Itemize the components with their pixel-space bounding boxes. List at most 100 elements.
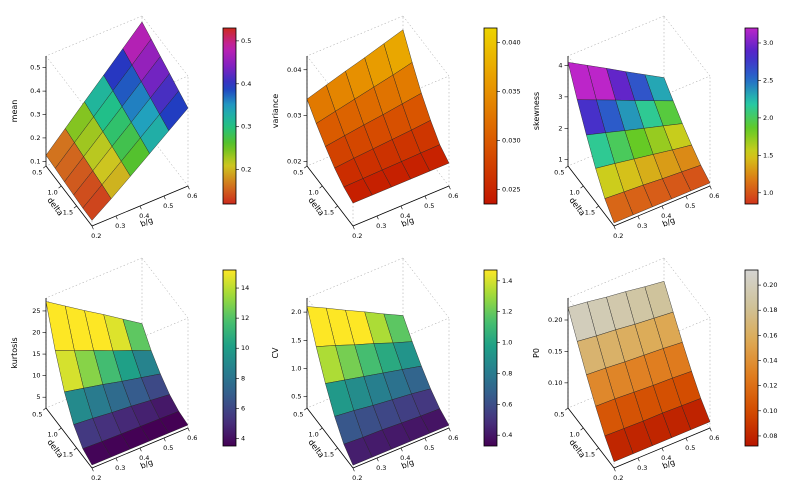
plot-cell-cv: 0.5 1.0 1.5 0.2 0.3 0.4 0.5 0.6 0.5 1.0 1.5 2.0 delt… <box>261 242 522 484</box>
surface-plot-p0: 0.51.01.50.20.30.40.50.60.100.150.20delt… <box>532 257 777 482</box>
axis-text: 0.2 <box>613 232 623 240</box>
surface-plot-variance: 0.51.01.50.20.30.40.50.60.020.030.04delt… <box>271 15 521 240</box>
colorbar-tick-label: 0.3 <box>241 123 251 131</box>
surface-plot-mean: 0.51.01.50.20.30.40.50.60.10.20.30.40.5d… <box>10 15 251 240</box>
axis-text: 0.2 <box>613 474 623 482</box>
colorbar-tick-label: 0.08 <box>763 432 777 440</box>
surface-facets <box>45 21 188 221</box>
axis-text: 0.02 <box>287 157 301 165</box>
axis-text: 0.3 <box>115 464 125 472</box>
colorbar-tick-label: 0.040 <box>502 39 521 47</box>
axis-text: 0.20 <box>548 316 562 324</box>
axis-text: 0.5 <box>293 411 303 419</box>
axis-text: 3 <box>558 93 562 101</box>
axis-text: 0.3 <box>637 222 647 230</box>
axis-text: 0.3 <box>376 464 386 472</box>
colorbar: 1.0 1.5 2.0 2.5 3.0 <box>744 27 773 205</box>
z-axis-title: P0 <box>532 348 541 358</box>
axis-text: 0.2 <box>91 474 101 482</box>
axis-text: 0.2 <box>352 232 362 240</box>
axis-text: 0.1 <box>30 157 40 165</box>
axis-text: 0.03 <box>287 112 301 120</box>
surface-facet <box>604 428 633 462</box>
axis-text: 0.5 <box>685 202 695 210</box>
surface-facet <box>343 178 372 204</box>
axis-text: 0.6 <box>448 434 458 442</box>
colorbar-tick-label: 0.4 <box>502 431 512 439</box>
axis-text: 0.6 <box>448 192 458 200</box>
colorbar-tick-label: 0.4 <box>241 80 251 88</box>
axis-text: 0.04 <box>287 66 301 74</box>
axis-text: 0.3 <box>30 111 40 119</box>
axis-text: 0.6 <box>187 434 197 442</box>
colorbar-tick-label: 14 <box>241 284 249 292</box>
surface-facets <box>567 62 710 224</box>
axis-text: 0.4 <box>139 212 149 220</box>
axis-text: 2.0 <box>291 308 301 316</box>
axis-text: 0.5 <box>30 64 40 72</box>
surface-plot-kurtosis: 0.51.01.50.20.30.40.50.6510152025deltab/… <box>10 257 249 482</box>
colorbar-tick-label: 1.0 <box>502 339 512 347</box>
plot-cell-mean: 0.5 1.0 1.5 0.2 0.3 0.4 0.5 0.6 0.1 0.2 0.3 0.4 0.5 d… <box>0 0 261 242</box>
axis-text: 0.5 <box>163 202 173 210</box>
tick-labels: 0.51.01.50.20.30.40.50.60.100.150.20delt… <box>532 316 719 482</box>
axis-text: 1.5 <box>62 451 72 459</box>
surface-plot-cv: 0.51.01.50.20.30.40.50.60.51.01.52.0delt… <box>271 257 512 482</box>
colorbar: 0.025 0.030 0.035 0.040 <box>483 27 521 205</box>
colorbar-tick-label: 4 <box>241 434 245 442</box>
axis-text: 1.5 <box>584 451 594 459</box>
colorbar: 0.2 0.3 0.4 0.5 <box>222 27 251 205</box>
axis-text: 0.4 <box>400 212 410 220</box>
colorbar-gradient <box>744 27 758 205</box>
colorbar-gradient <box>744 269 758 447</box>
z-axis-title: mean <box>10 100 19 123</box>
z-axis-title: kurtosis <box>10 337 19 368</box>
colorbar-tick-label: 1.0 <box>763 189 773 197</box>
axis-text: 25 <box>32 307 40 315</box>
colorbar-tick-label: 0.030 <box>502 136 521 144</box>
colorbar: 0.08 0.10 0.12 0.14 0.16 0.18 0.20 <box>744 269 777 447</box>
axis-text: 5 <box>36 393 40 401</box>
axis-text: 4 <box>558 61 562 69</box>
axis-text: 0.4 <box>139 454 149 462</box>
colorbar: 0.4 0.6 0.8 1.0 1.2 1.4 <box>483 269 512 447</box>
z-axis-title: skewness <box>532 92 541 130</box>
colorbar-gradient <box>483 269 497 447</box>
axis-text: 1.0 <box>308 431 318 439</box>
axis-text: 0.3 <box>115 222 125 230</box>
axis-text: 0.4 <box>400 454 410 462</box>
surface-facets <box>306 29 449 204</box>
colorbar-tick-label: 6 <box>241 404 245 412</box>
colorbar-tick-label: 8 <box>241 374 245 382</box>
colorbar-gradient <box>222 27 236 205</box>
colorbar-tick-label: 0.025 <box>502 185 521 193</box>
plot-cell-skewness: 0.5 1.0 1.5 0.2 0.3 0.4 0.5 0.6 1 2 3 4 delta b/g skew… <box>522 0 783 242</box>
axis-text: 0.3 <box>637 464 647 472</box>
colorbar-tick-label: 2.5 <box>763 76 773 84</box>
axis-text: 1.0 <box>569 431 579 439</box>
axis-text: 0.5 <box>554 169 564 177</box>
axis-text: 0.5 <box>424 202 434 210</box>
axis-text: 1.0 <box>47 431 57 439</box>
axis-text: 1.5 <box>291 336 301 344</box>
axis-text: 0.2 <box>352 474 362 482</box>
axis-text: 1.5 <box>584 209 594 217</box>
axis-text: 0.6 <box>709 434 719 442</box>
tick-labels: 0.51.01.50.20.30.40.50.60.10.20.30.40.5d… <box>10 64 197 240</box>
axis-text: 0.2 <box>91 232 101 240</box>
axis-text: 1.5 <box>323 451 333 459</box>
axis-text: 2 <box>558 124 562 132</box>
axis-text: 0.15 <box>548 347 562 355</box>
colorbar-tick-label: 2.0 <box>763 114 773 122</box>
axis-text: 10 <box>32 372 40 380</box>
axis-text: 1.5 <box>62 209 72 217</box>
axis-text: 0.6 <box>709 192 719 200</box>
surface-facet <box>343 437 372 466</box>
surface-facets <box>45 301 188 466</box>
axis-text: 20 <box>32 329 40 337</box>
axis-text: 0.4 <box>30 87 40 95</box>
plot-cell-kurtosis: 0.5 1.0 1.5 0.2 0.3 0.4 0.5 0.6 5 10 15 20 25 delta b/… <box>0 242 261 484</box>
colorbar-tick-label: 0.14 <box>763 357 777 365</box>
surface-facets <box>306 306 449 466</box>
